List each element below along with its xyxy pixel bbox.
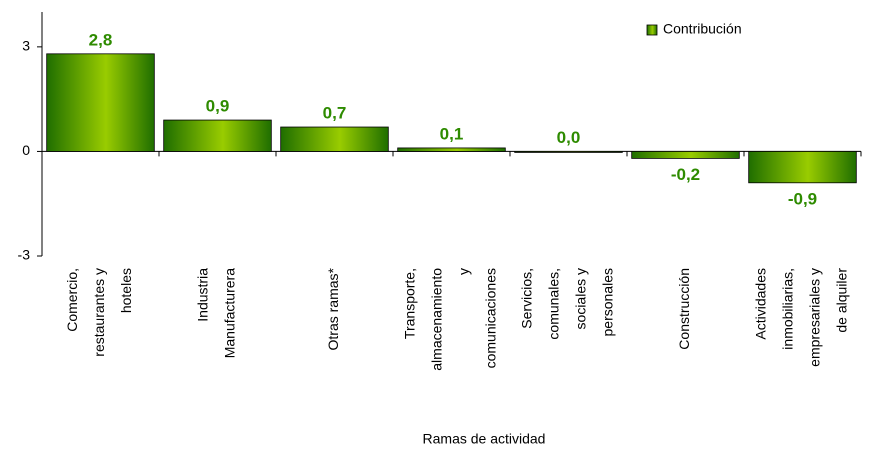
x-tick-label: empresariales y <box>807 268 823 367</box>
legend-swatch <box>646 24 658 36</box>
x-tick-label: Comercio, <box>64 268 80 332</box>
value-label: -0,9 <box>788 189 817 208</box>
bar <box>397 147 506 152</box>
x-axis-label: Ramas de actividad <box>423 431 546 447</box>
x-tick-label: sociales y <box>573 268 589 329</box>
value-label: 0,0 <box>557 128 581 147</box>
bar <box>514 151 623 153</box>
y-tick-label: 3 <box>22 38 30 54</box>
x-tick-label: de alquiler <box>834 268 850 333</box>
value-label: 0,9 <box>206 97 230 116</box>
x-tick-label: y <box>456 268 472 275</box>
bar <box>748 151 857 184</box>
bar <box>280 126 389 152</box>
x-tick-label: inmobiliarias, <box>780 268 796 350</box>
x-tick-label: comunales, <box>546 268 562 340</box>
x-tick-label: comunicaciones <box>483 268 499 368</box>
bar <box>631 151 740 159</box>
value-label: 0,1 <box>440 124 464 143</box>
bar <box>46 53 155 152</box>
value-label: -0,2 <box>671 165 700 184</box>
x-tick-label: Manufacturera <box>222 268 238 358</box>
x-tick-label: personales <box>600 268 616 337</box>
x-tick-label: Actividades <box>753 268 769 340</box>
x-tick-label: Industria <box>195 268 211 322</box>
x-tick-label: Transporte, <box>402 268 418 339</box>
value-label: 2,8 <box>89 30 113 49</box>
x-tick-label: Otras ramas* <box>325 267 341 350</box>
x-tick-label: hoteles <box>118 268 134 313</box>
value-label: 0,7 <box>323 104 347 123</box>
legend-label: Contribución <box>663 21 742 37</box>
y-tick-label: -3 <box>18 247 31 263</box>
x-tick-label: Construcción <box>676 268 692 350</box>
x-tick-label: Servicios, <box>519 268 535 329</box>
y-tick-label: 0 <box>22 142 30 158</box>
x-tick-label: almacenamiento <box>429 268 445 371</box>
bar <box>163 119 272 152</box>
x-tick-label: restaurantes y <box>91 268 107 357</box>
